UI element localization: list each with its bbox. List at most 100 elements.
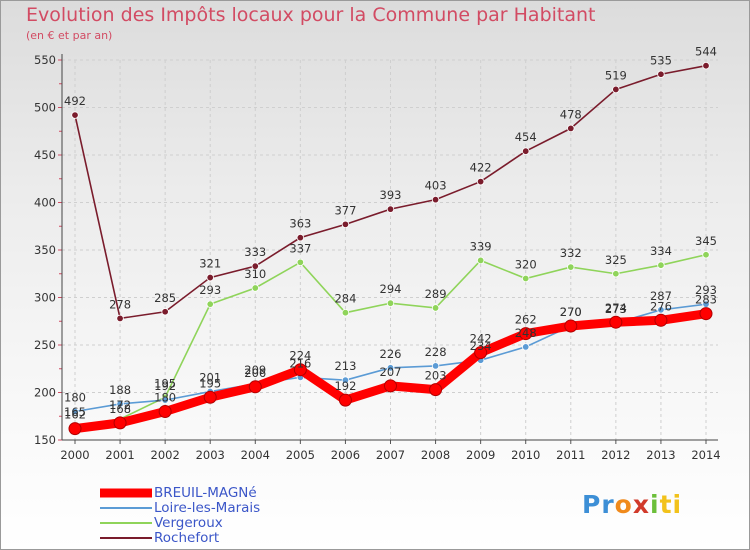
data-point-breuil-magn- — [68, 422, 82, 436]
data-point-vergeroux — [386, 299, 395, 307]
x-tick-label: 2013 — [646, 448, 675, 462]
data-point-breuil-magn- — [384, 379, 397, 393]
data-point-loire-les-marais — [386, 364, 395, 372]
y-tick-label: 250 — [34, 338, 56, 352]
x-tick-label: 2011 — [556, 448, 585, 462]
data-label-breuil-magn-: 203 — [425, 369, 447, 383]
data-label-loire-les-marais: 213 — [334, 359, 356, 373]
data-label-rochefort: 321 — [199, 257, 221, 271]
data-label-loire-les-marais: 192 — [154, 379, 176, 393]
data-point-vergeroux — [657, 261, 665, 269]
data-point-rochefort — [161, 308, 169, 316]
data-label-vergeroux: 289 — [425, 287, 447, 301]
data-point-vergeroux — [251, 284, 259, 292]
data-label-rochefort: 422 — [470, 161, 492, 175]
data-point-loire-les-marais — [71, 407, 79, 416]
data-point-breuil-magn- — [699, 307, 713, 321]
data-label-loire-les-marais: 293 — [695, 283, 717, 297]
data-label-loire-les-marais: 273 — [605, 302, 627, 316]
x-tick-label: 2004 — [241, 448, 270, 462]
data-label-vergeroux: 195 — [154, 376, 176, 390]
legend-item-vergeroux: Vergeroux — [100, 515, 360, 531]
legend-label-vergeroux: Vergeroux — [154, 515, 223, 531]
data-point-rochefort — [702, 61, 710, 70]
data-label-breuil-magn-: 274 — [605, 301, 627, 315]
data-label-breuil-magn-: 242 — [470, 332, 492, 346]
data-label-breuil-magn-: 262 — [515, 313, 537, 327]
data-point-breuil-magn- — [519, 327, 533, 341]
data-labels: 492 278 285 321 333 363 377 393 403 422 454 478 519 5… — [64, 45, 717, 422]
data-point-breuil-magn- — [564, 319, 578, 333]
legend-swatch-breuil — [100, 488, 152, 498]
data-label-vergeroux: 337 — [289, 241, 311, 255]
x-tick-label: 2002 — [151, 448, 180, 462]
chart-title: Evolution des Impôts locaux pour la Comm… — [26, 4, 596, 26]
y-tick-label: 450 — [34, 148, 56, 162]
data-point-rochefort — [116, 314, 124, 323]
chart-subtitle: (en € et par an) — [26, 29, 113, 42]
data-label-loire-les-marais: 248 — [515, 326, 537, 340]
data-point-vergeroux — [522, 274, 530, 283]
data-point-rochefort — [567, 124, 575, 133]
legend-swatch-loire — [100, 507, 152, 509]
data-label-breuil-magn-: 192 — [334, 379, 356, 393]
data-label-vergeroux: 332 — [560, 246, 582, 260]
legend-item-rochefort: Rochefort — [100, 530, 360, 546]
data-point-rochefort — [206, 273, 214, 282]
data-point-vergeroux — [567, 263, 575, 271]
data-label-breuil-magn-: 270 — [560, 305, 582, 319]
data-point-rochefort — [386, 205, 395, 213]
data-point-loire-les-marais — [161, 396, 169, 404]
data-label-loire-les-marais: 234 — [470, 339, 492, 353]
data-point-vergeroux — [702, 251, 710, 259]
data-label-vergeroux: 165 — [64, 405, 86, 419]
data-point-rochefort — [431, 195, 440, 204]
data-label-rochefort: 478 — [560, 107, 582, 121]
data-label-breuil-magn-: 195 — [199, 376, 221, 390]
data-label-vergeroux: 284 — [334, 292, 356, 306]
data-label-rochefort: 363 — [289, 217, 311, 231]
data-label-breuil-magn-: 180 — [154, 391, 176, 405]
legend-label-breuil: BREUIL-MAGNé — [154, 485, 257, 501]
data-label-vergeroux: 334 — [650, 244, 672, 258]
x-tick-label: 2007 — [376, 448, 405, 462]
legend-item-breuil: BREUIL-MAGNé — [100, 485, 360, 501]
data-point-rochefort — [71, 111, 79, 119]
x-tick-label: 2010 — [511, 448, 540, 462]
data-label-loire-les-marais: 180 — [64, 391, 86, 405]
data-point-breuil-magn- — [203, 390, 217, 404]
data-point-breuil-magn- — [429, 383, 443, 397]
data-point-rochefort — [296, 233, 305, 242]
data-label-vergeroux: 325 — [605, 253, 627, 267]
data-label-breuil-magn-: 168 — [109, 402, 131, 416]
data-label-rochefort: 403 — [425, 179, 447, 193]
data-point-loire-les-marais — [341, 376, 350, 384]
y-tick-label: 300 — [34, 291, 56, 305]
data-label-breuil-magn-: 162 — [64, 408, 86, 422]
data-point-breuil-magn- — [474, 346, 488, 360]
x-tick-label: 2001 — [105, 448, 134, 462]
data-label-rochefort: 333 — [244, 245, 266, 259]
data-point-breuil-magn- — [338, 393, 352, 407]
data-label-vergeroux: 294 — [380, 282, 402, 296]
data-point-vergeroux — [341, 309, 350, 317]
x-tick-label: 2000 — [60, 448, 89, 462]
data-label-rochefort: 519 — [605, 68, 627, 82]
data-point-rochefort — [251, 262, 259, 270]
data-point-rochefort — [657, 70, 665, 78]
data-label-vergeroux: 310 — [244, 267, 266, 281]
data-point-vergeroux — [476, 256, 485, 265]
legend-label-rochefort: Rochefort — [154, 530, 220, 546]
data-point-loire-les-marais — [522, 343, 530, 351]
data-point-breuil-magn- — [113, 416, 127, 430]
data-label-vergeroux: 320 — [515, 258, 537, 272]
y-tick-label: 350 — [34, 243, 56, 257]
data-label-rochefort: 278 — [109, 297, 131, 311]
data-label-vergeroux: 172 — [109, 398, 131, 412]
y-tick-label: 150 — [34, 433, 56, 447]
legend-item-loire: Loire-les-Marais — [100, 500, 360, 516]
data-point-loire-les-marais — [657, 306, 665, 314]
data-point-vergeroux — [612, 270, 620, 278]
data-point-breuil-magn- — [158, 405, 172, 418]
data-point-breuil-magn- — [293, 363, 307, 377]
